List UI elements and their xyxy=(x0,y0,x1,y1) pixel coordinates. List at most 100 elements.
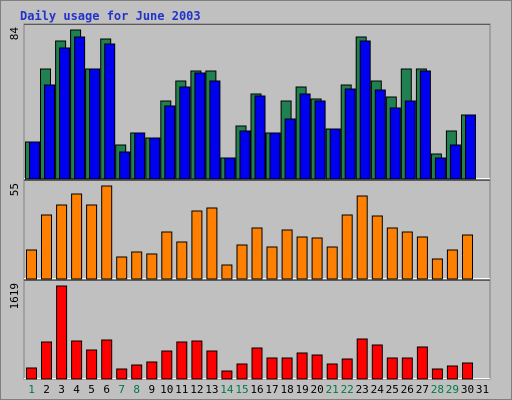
day-label-26: 26 xyxy=(401,383,414,396)
bar-p2-s1-day-29 xyxy=(446,249,458,280)
bar-p1-s2-day-19 xyxy=(299,93,311,180)
bar-p3-s1-day-6 xyxy=(101,339,113,380)
bar-p2-s1-day-8 xyxy=(131,251,143,280)
panel-1-max-label: 84 xyxy=(8,27,21,41)
day-label-27: 27 xyxy=(416,383,429,396)
bar-p1-s2-day-27 xyxy=(419,70,431,180)
bar-p2-s1-day-12 xyxy=(191,210,203,280)
bar-p3-s1-day-13 xyxy=(206,350,218,380)
bar-p1-s2-day-11 xyxy=(179,86,191,180)
bar-p2-s1-day-27 xyxy=(416,236,428,280)
day-label-15: 15 xyxy=(235,383,248,396)
day-label-22: 22 xyxy=(341,383,354,396)
day-label-23: 23 xyxy=(356,383,369,396)
bar-p3-s1-day-27 xyxy=(416,346,428,380)
day-label-18: 18 xyxy=(280,383,293,396)
bar-p2-s1-day-5 xyxy=(86,204,98,280)
day-label-19: 19 xyxy=(295,383,308,396)
bar-p2-s1-day-22 xyxy=(341,214,353,280)
bar-p3-s1-day-10 xyxy=(161,350,173,380)
bar-p2-s1-day-28 xyxy=(431,258,443,280)
bar-p3-s1-day-11 xyxy=(176,341,188,380)
day-label-31: 31 xyxy=(476,383,489,396)
bar-p1-s2-day-23 xyxy=(359,40,371,180)
bar-p2-s1-day-16 xyxy=(251,227,263,280)
day-label-6: 6 xyxy=(103,383,110,396)
bar-p2-s1-day-21 xyxy=(326,246,338,280)
bar-p2-s1-day-24 xyxy=(371,215,383,280)
bar-p2-s1-day-26 xyxy=(401,231,413,280)
day-label-20: 20 xyxy=(310,383,323,396)
day-label-21: 21 xyxy=(326,383,339,396)
bar-p3-s1-day-7 xyxy=(116,368,128,380)
bar-p1-s2-day-6 xyxy=(104,43,116,180)
bar-p3-s1-day-8 xyxy=(131,364,143,380)
bar-p1-s2-day-4 xyxy=(74,36,86,180)
bar-p3-s1-day-22 xyxy=(341,358,353,380)
bar-p2-s1-day-2 xyxy=(41,214,52,280)
bar-p1-s2-day-28 xyxy=(434,157,446,180)
bar-p2-s1-day-10 xyxy=(161,231,173,280)
bar-p3-s1-day-2 xyxy=(41,341,52,380)
bar-p2-s1-day-19 xyxy=(296,236,308,280)
bar-p1-s2-day-17 xyxy=(269,132,281,180)
bar-p3-s1-day-21 xyxy=(326,363,338,380)
bar-p3-s1-day-9 xyxy=(146,361,158,380)
bar-p1-s2-day-12 xyxy=(194,72,206,180)
day-label-17: 17 xyxy=(265,383,278,396)
bar-p3-s1-day-17 xyxy=(266,357,278,380)
day-label-13: 13 xyxy=(205,383,218,396)
bar-p1-s2-day-30 xyxy=(465,114,476,180)
bar-p3-s1-day-29 xyxy=(446,365,458,380)
bar-p3-s1-day-4 xyxy=(71,340,83,380)
bar-p2-s1-day-17 xyxy=(266,246,278,280)
day-label-16: 16 xyxy=(250,383,263,396)
bar-p1-s2-day-21 xyxy=(329,128,341,180)
bar-p3-s1-day-20 xyxy=(311,354,323,380)
bar-p3-s1-day-15 xyxy=(236,363,248,380)
bar-p1-s2-day-15 xyxy=(239,130,251,180)
bar-p3-s1-day-23 xyxy=(356,338,368,380)
day-label-29: 29 xyxy=(446,383,459,396)
day-label-28: 28 xyxy=(431,383,444,396)
bar-p1-s2-day-7 xyxy=(119,151,131,180)
day-label-5: 5 xyxy=(88,383,95,396)
bar-p3-s1-day-5 xyxy=(86,349,98,380)
bar-p2-s1-day-15 xyxy=(236,244,248,280)
day-label-7: 7 xyxy=(118,383,125,396)
bar-p3-s1-day-14 xyxy=(221,370,233,380)
bar-p2-s1-day-23 xyxy=(356,195,368,280)
day-label-11: 11 xyxy=(175,383,188,396)
bar-p1-s2-day-9 xyxy=(149,137,161,180)
bar-p2-s1-day-14 xyxy=(221,264,233,280)
bar-p2-s1-day-20 xyxy=(311,237,323,280)
bar-p2-s1-day-1 xyxy=(26,249,37,280)
bar-p1-s2-day-25 xyxy=(389,107,401,180)
bar-p3-s1-day-1 xyxy=(26,367,37,380)
bar-p1-s2-day-29 xyxy=(449,144,461,180)
day-label-1: 1 xyxy=(28,383,35,396)
bar-p1-s2-day-18 xyxy=(284,118,296,180)
day-label-4: 4 xyxy=(73,383,80,396)
bar-p1-s2-day-8 xyxy=(134,132,146,180)
bar-p3-s1-day-28 xyxy=(431,368,443,380)
day-label-2: 2 xyxy=(43,383,50,396)
bar-p3-s1-day-3 xyxy=(56,285,68,380)
bar-p2-s1-day-18 xyxy=(281,229,293,280)
bar-p2-s1-day-9 xyxy=(146,253,158,280)
day-label-30: 30 xyxy=(461,383,474,396)
day-label-10: 10 xyxy=(160,383,173,396)
day-label-14: 14 xyxy=(220,383,234,396)
bar-p1-s2-day-5 xyxy=(89,68,101,180)
bar-p2-s1-day-7 xyxy=(116,256,128,280)
bar-p1-s2-day-26 xyxy=(404,100,416,180)
bar-p3-s1-day-24 xyxy=(371,344,383,380)
bar-p2-s1-day-4 xyxy=(71,193,83,280)
bar-p3-s1-day-12 xyxy=(191,340,203,380)
bar-p1-s2-day-10 xyxy=(164,105,176,180)
bar-p3-s1-day-16 xyxy=(251,347,263,380)
bar-p2-s1-day-25 xyxy=(386,227,398,280)
day-label-25: 25 xyxy=(386,383,399,396)
chart-title: Daily usage for June 2003 xyxy=(20,9,201,23)
bar-p3-s1-day-30 xyxy=(462,362,473,380)
